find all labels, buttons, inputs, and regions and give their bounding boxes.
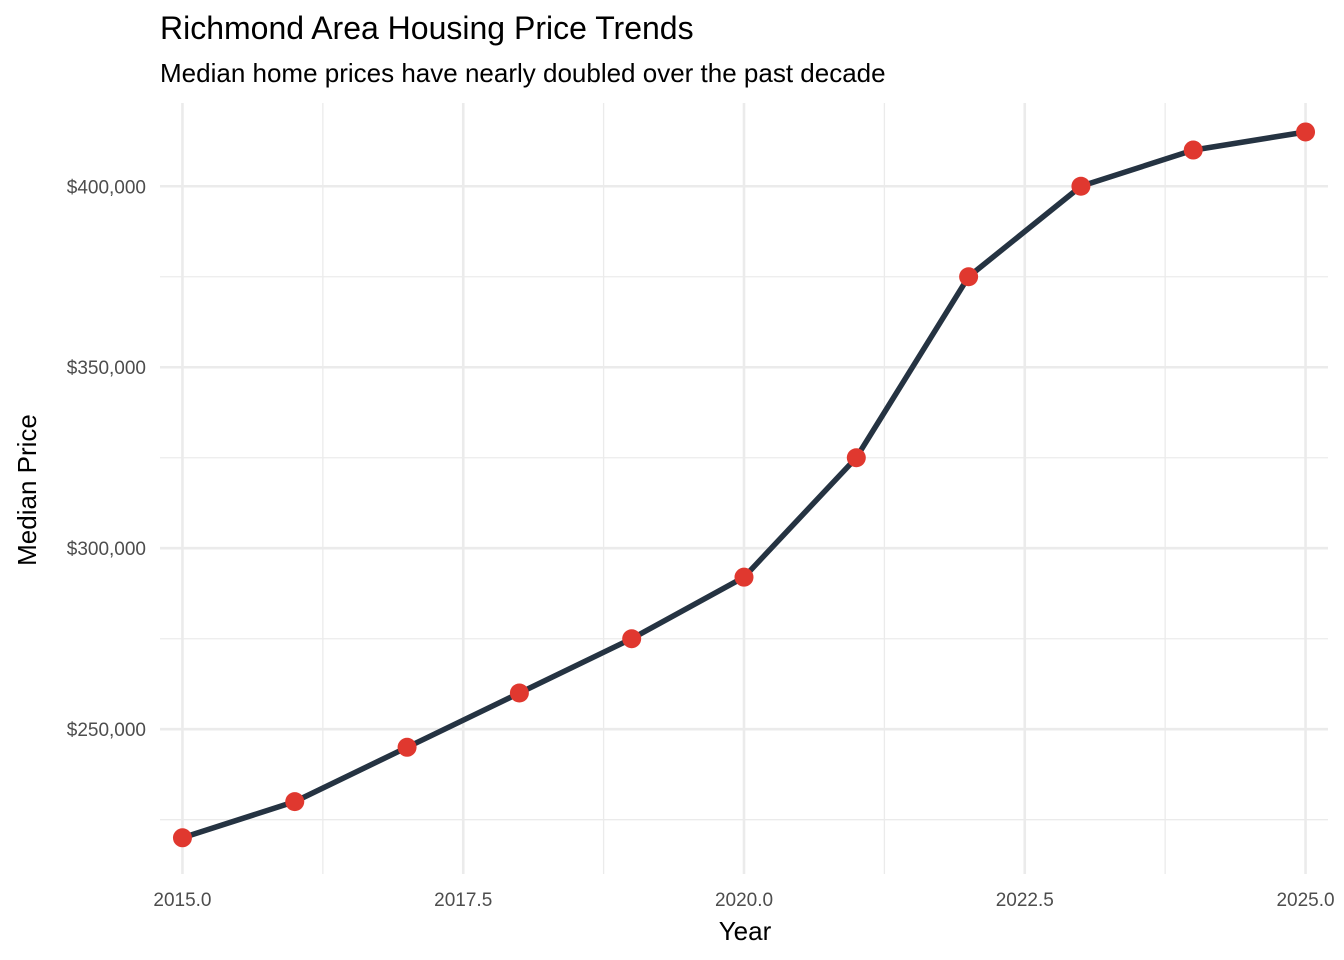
y-tick-label: $300,000 — [67, 539, 146, 560]
y-axis-title: Median Price — [12, 414, 42, 566]
data-point — [285, 792, 305, 812]
x-tick-label: 2020.0 — [715, 890, 773, 911]
data-point — [172, 828, 192, 848]
data-point — [397, 737, 417, 757]
data-point — [959, 267, 979, 287]
x-axis-title: Year — [719, 916, 772, 946]
data-point — [622, 629, 642, 649]
y-tick-label: $350,000 — [67, 358, 146, 379]
chart-subtitle: Median home prices have nearly doubled o… — [160, 58, 886, 88]
data-point — [509, 683, 529, 703]
y-tick-label: $400,000 — [67, 177, 146, 198]
y-tick-label: $250,000 — [67, 720, 146, 741]
x-tick-label: 2022.5 — [996, 890, 1054, 911]
chart-title: Richmond Area Housing Price Trends — [160, 10, 694, 46]
series-layer — [172, 122, 1316, 848]
grid-lines — [160, 103, 1328, 874]
x-tick-label: 2025.0 — [1276, 890, 1334, 911]
data-point — [734, 567, 754, 587]
data-point — [1183, 140, 1203, 160]
tick-labels: 2015.0 2017.5 2020.0 2022.5 2025.0 $250,000 $3… — [67, 177, 1335, 911]
x-tick-label: 2017.5 — [434, 890, 492, 911]
x-tick-label: 2015.0 — [153, 890, 211, 911]
data-point — [846, 448, 866, 468]
data-point — [1071, 176, 1091, 196]
data-point — [1296, 122, 1316, 142]
